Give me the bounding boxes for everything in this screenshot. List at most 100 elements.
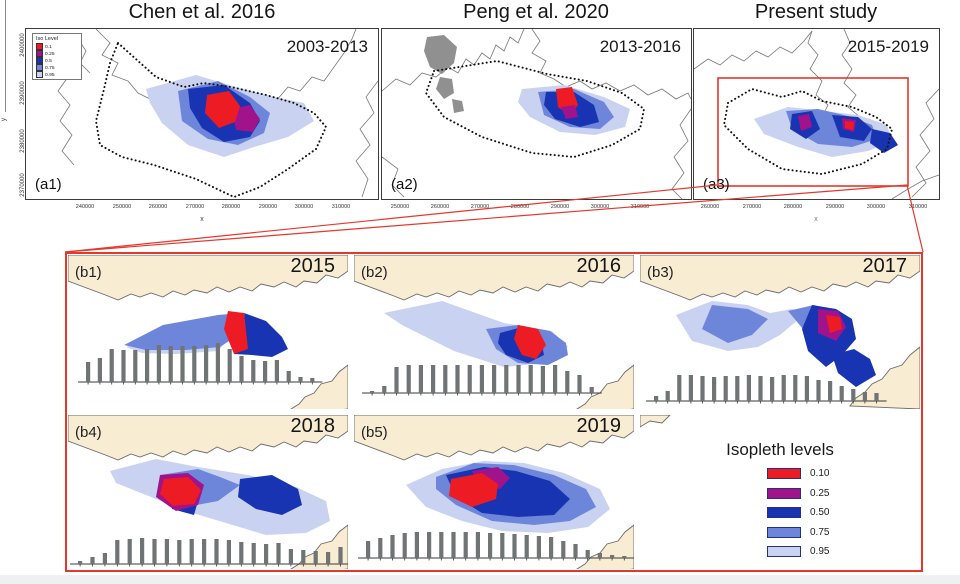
legend-row: 0.1 bbox=[36, 43, 79, 50]
y-tick-1: 2400000 bbox=[20, 33, 26, 57]
legend-level-label: 0.25 bbox=[810, 487, 830, 499]
legend-row: 0.25 bbox=[36, 50, 79, 57]
x-tick-label: 300000 bbox=[590, 204, 610, 210]
map-a2 bbox=[382, 29, 691, 199]
kde-010-a1 bbox=[205, 91, 240, 128]
bars-b1 bbox=[78, 343, 323, 385]
legend-row: 0.95 bbox=[767, 542, 829, 562]
year-label-b5: 2019 bbox=[576, 415, 622, 437]
gray-island-1 bbox=[424, 35, 457, 74]
year-label-b3: 2017 bbox=[862, 255, 908, 277]
legend-swatch bbox=[767, 507, 801, 519]
map-panel-a1: Iso Level 0.1 0.25 0.5 0.75 0.95 2003-2013 (… bbox=[25, 28, 379, 200]
x-ticks-a2: 250000 260000 270000 280000 290000 300000 3100… bbox=[390, 204, 650, 210]
legend-row: 0.75 bbox=[767, 523, 829, 543]
x-tick-label: 240000 bbox=[75, 204, 95, 210]
figure-edge-mark bbox=[5, 0, 6, 112]
y-tick-3: 2380000 bbox=[20, 129, 26, 153]
map-panel-b2: (b2) 2016 bbox=[351, 252, 637, 412]
x-tick-label: 310000 bbox=[908, 204, 928, 210]
kde-010-b4 bbox=[160, 477, 201, 506]
map-a1 bbox=[53, 29, 378, 199]
x-tick-label: 270000 bbox=[185, 204, 204, 210]
land-sliver bbox=[640, 415, 671, 428]
x-tick-label: 300000 bbox=[867, 204, 886, 210]
isopleth-legend-rows: 0.10 0.25 0.50 0.75 0.95 bbox=[767, 464, 829, 562]
title-present: Present study bbox=[754, 1, 878, 23]
x-tick-label: 250000 bbox=[390, 204, 410, 210]
year-label-b1: 2015 bbox=[290, 255, 336, 277]
mini-legend-rows: 0.1 0.25 0.5 0.75 0.95 bbox=[36, 43, 79, 78]
bottom-strip bbox=[0, 575, 960, 584]
x-tick-label: 270000 bbox=[470, 204, 490, 210]
map-panel-b1: (b1) 2015 bbox=[65, 252, 351, 412]
panel-label-a2: (a2) bbox=[391, 176, 418, 193]
x-tick-label: 300000 bbox=[295, 204, 314, 210]
legend-level-label: 0.75 bbox=[810, 526, 830, 538]
panel-label-a3: (a3) bbox=[703, 176, 730, 193]
kde-025-a2 bbox=[561, 105, 578, 119]
bars-b3 bbox=[646, 375, 887, 404]
kde-010-b1 bbox=[224, 311, 248, 354]
x-ticks-a1: 240000 250000 260000 270000 280000 290000 3000… bbox=[75, 204, 351, 210]
x-tick-label: 260000 bbox=[700, 204, 720, 210]
legend-swatch bbox=[767, 546, 801, 558]
legend-row: 0.10 bbox=[767, 464, 829, 484]
x-tick-label: 280000 bbox=[783, 204, 803, 210]
period-label-a3: 2015-2019 bbox=[847, 37, 929, 56]
map-b1 bbox=[68, 255, 348, 409]
panel-label-b4: (b4) bbox=[75, 424, 102, 441]
legend-row: 0.75 bbox=[36, 64, 79, 71]
year-label-b4: 2018 bbox=[290, 415, 336, 437]
map-b5 bbox=[354, 415, 634, 569]
kde-050-a3-tail bbox=[870, 129, 898, 153]
kde-050-b4-right bbox=[238, 475, 302, 515]
kde-075-b3-left bbox=[702, 305, 768, 343]
legend-swatch bbox=[767, 526, 801, 538]
mini-legend-title: Iso Level bbox=[36, 36, 59, 42]
kde-075-b1 bbox=[124, 313, 244, 350]
x-tick-label: 250000 bbox=[112, 204, 131, 210]
map-panel-a3: 2015-2019 (a3) bbox=[693, 28, 940, 200]
panel-label-b5: (b5) bbox=[361, 424, 388, 441]
map-panel-a2: 2013-2016 (a2) bbox=[381, 28, 692, 200]
legend-swatch bbox=[36, 64, 43, 71]
legend-swatch bbox=[36, 71, 43, 78]
x-tick-label: 280000 bbox=[510, 204, 530, 210]
title-peng: Peng et al. 2020 bbox=[463, 1, 609, 23]
legend-swatch bbox=[767, 487, 801, 499]
year-label-b2: 2016 bbox=[576, 255, 622, 277]
map-b2 bbox=[354, 255, 634, 409]
x-tick-label: 260000 bbox=[148, 204, 168, 210]
bars-b5 bbox=[358, 532, 634, 561]
map-panel-b3: (b3) 2017 bbox=[637, 252, 923, 412]
survey-boundary-a2 bbox=[424, 59, 646, 159]
kde-010-a3 bbox=[845, 121, 854, 130]
bars-b2 bbox=[362, 365, 602, 396]
map-b3 bbox=[640, 255, 920, 409]
map-a3 bbox=[694, 29, 939, 199]
panel-label-b1: (b1) bbox=[75, 264, 102, 281]
map-panel-b4: (b4) 2018 bbox=[65, 412, 351, 572]
legend-level-label: 0.5 bbox=[45, 57, 52, 64]
survey-boundary-a1 bbox=[94, 41, 328, 199]
kde-025-a3-left bbox=[798, 114, 812, 131]
kde-010-b2 bbox=[514, 325, 546, 359]
isopleth-legend-title: Isopleth levels bbox=[726, 440, 834, 459]
x-tick-label: 290000 bbox=[825, 204, 845, 210]
legend-level-label: 0.1 bbox=[45, 43, 52, 50]
panel-label-b3: (b3) bbox=[647, 264, 674, 281]
title-chen: Chen et al. 2016 bbox=[128, 1, 276, 23]
gray-island-3 bbox=[452, 99, 464, 113]
isopleth-legend: Isopleth levels 0.10 0.25 0.50 0.75 0.95 bbox=[637, 412, 923, 572]
period-label-a1: 2003-2013 bbox=[286, 37, 368, 56]
x-tick-label: 260000 bbox=[430, 204, 450, 210]
legend-level-label: 0.75 bbox=[45, 64, 55, 71]
legend-swatch bbox=[36, 43, 43, 50]
kde-025-a1 bbox=[232, 105, 260, 132]
y-tick-4: 2370000 bbox=[20, 173, 26, 197]
legend-level-label: 0.95 bbox=[45, 71, 55, 78]
panel-label-a1: (a1) bbox=[35, 176, 62, 193]
x-tick-label: 310000 bbox=[331, 204, 351, 210]
